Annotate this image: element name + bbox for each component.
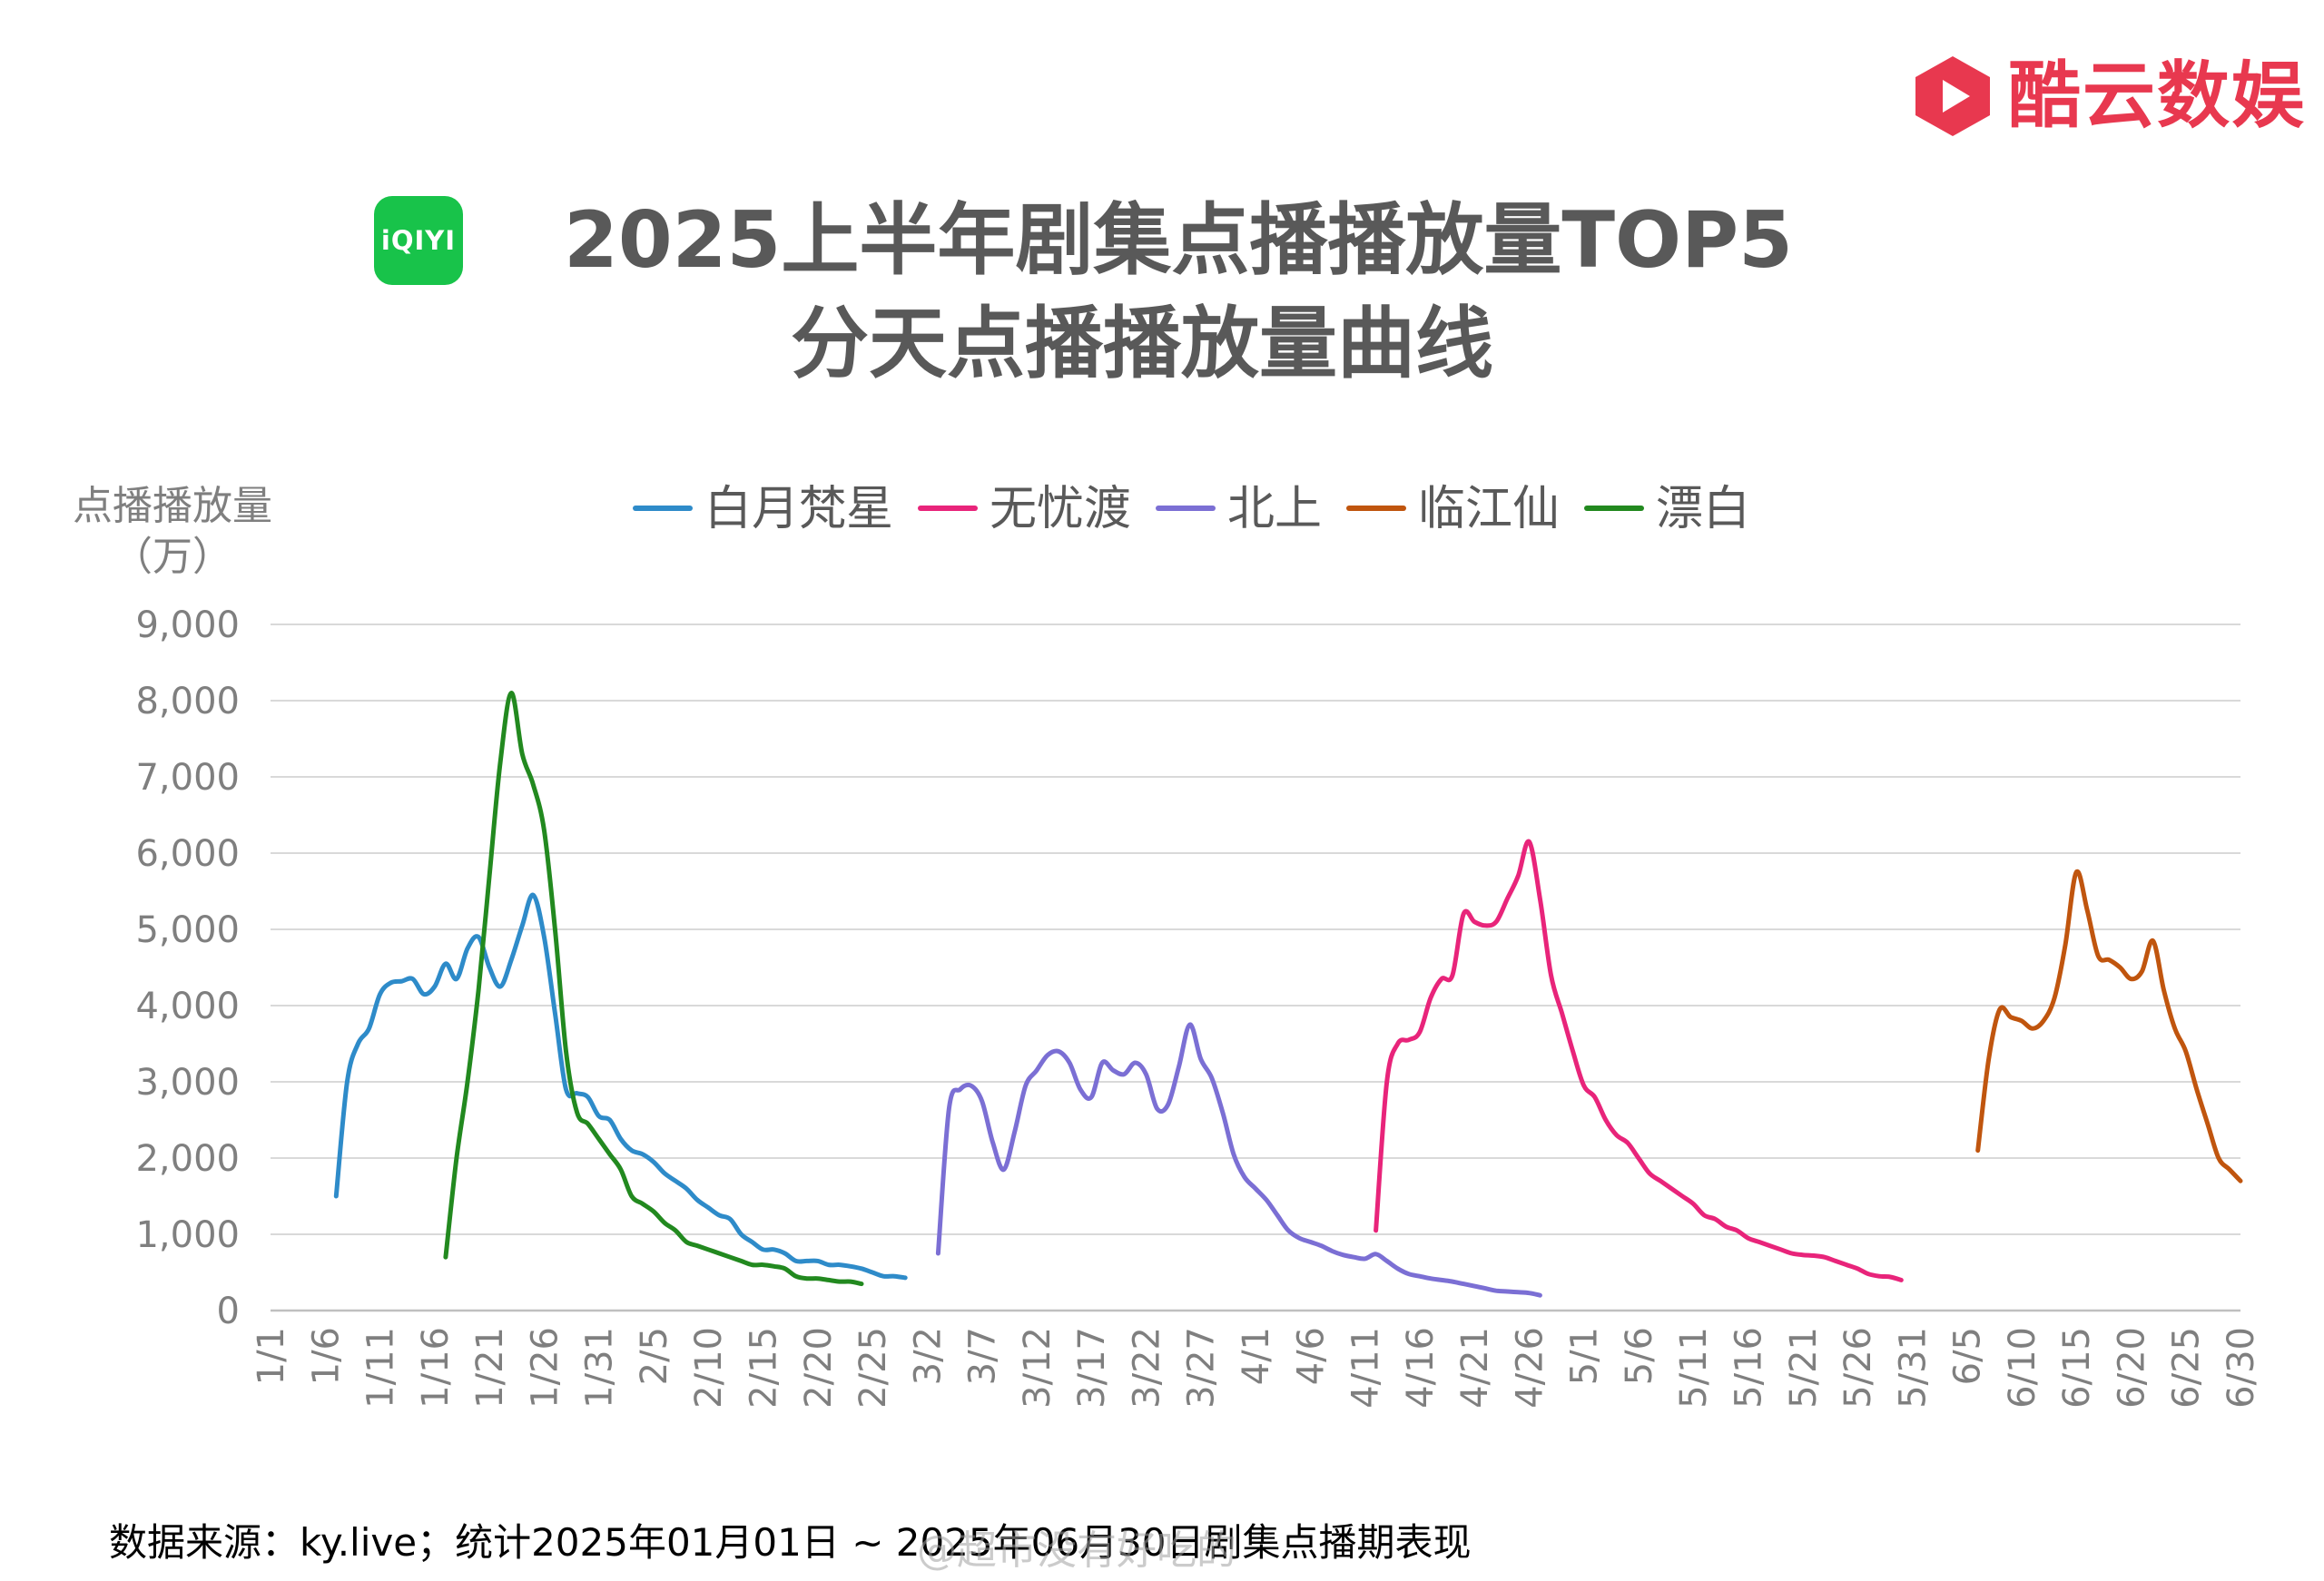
x-tick-label: 1/16 <box>415 1327 457 1409</box>
watermark: @超市没有好吃的 <box>917 1527 1236 1574</box>
grid-lines <box>271 624 2240 1312</box>
y-tick-label: 4,000 <box>135 986 240 1027</box>
x-tick-label: 5/11 <box>1673 1327 1715 1409</box>
kuyun-logo-icon <box>1915 56 1990 136</box>
iqiyi-logo: iQIYI <box>374 196 463 285</box>
x-tick-label: 1/21 <box>469 1327 511 1409</box>
brand-logo: 酷云数娱 <box>1914 54 2306 138</box>
x-tick-label: 3/7 <box>962 1327 1004 1385</box>
legend-label: 临江仙 <box>1418 482 1560 536</box>
legend-item: 无忧渡 <box>918 482 1131 536</box>
x-tick-label: 2/10 <box>688 1327 730 1409</box>
x-tick-label: 1/31 <box>579 1327 621 1409</box>
x-tick-label: 5/31 <box>1892 1327 1934 1409</box>
x-tick-label: 6/10 <box>2002 1327 2043 1409</box>
legend-item: 北上 <box>1156 482 1322 536</box>
y-tick-label: 8,000 <box>135 681 240 722</box>
legend: 白月梵星 无忧渡 北上 临江仙 漂白 <box>633 482 1750 536</box>
x-tick-label: 6/20 <box>2111 1327 2152 1409</box>
x-tick-label: 5/21 <box>1783 1327 1825 1409</box>
x-tick-label: 6/25 <box>2166 1327 2208 1409</box>
x-tick-label: 3/2 <box>907 1327 949 1385</box>
legend-label: 无忧渡 <box>990 482 1131 536</box>
x-tick-label: 5/1 <box>1564 1327 1606 1385</box>
x-tick-label: 4/16 <box>1400 1327 1442 1409</box>
series-line-漂白 <box>443 691 864 1287</box>
series-line-临江仙 <box>1975 869 2243 1183</box>
x-tick-label: 3/22 <box>1126 1327 1167 1409</box>
x-tick-label: 2/20 <box>798 1327 840 1409</box>
x-axis-ticks: 1/1 1/6 1/11 1/16 1/21 1/26 1/31 2/5 2/10 2/15 2/2… <box>251 1327 2262 1409</box>
y-axis-title-line1: 点播播放量 <box>73 483 272 529</box>
series-line-无忧渡 <box>1374 839 1904 1282</box>
y-tick-label: 0 <box>217 1291 240 1332</box>
x-tick-label: 4/26 <box>1509 1327 1551 1409</box>
x-tick-label: 3/12 <box>1017 1327 1059 1409</box>
x-tick-label: 2/5 <box>634 1327 675 1385</box>
y-tick-label: 9,000 <box>135 604 240 646</box>
x-tick-label: 5/6 <box>1619 1327 1660 1385</box>
y-axis-title-line2: （万） <box>113 534 232 580</box>
x-tick-label: 5/26 <box>1837 1327 1879 1409</box>
y-axis-ticks: 0 1,000 2,000 3,000 4,000 5,000 6,000 7,000 8,00… <box>135 604 240 1332</box>
x-tick-label: 6/5 <box>1947 1327 1989 1385</box>
y-tick-label: 1,000 <box>135 1214 240 1256</box>
brand-name: 酷云数娱 <box>2008 54 2306 138</box>
chart-title: 2025上半年剧集点播播放量TOP5 <box>564 195 1793 286</box>
legend-label: 漂白 <box>1656 482 1750 536</box>
series-line-北上 <box>935 1022 1542 1298</box>
x-tick-label: 1/1 <box>251 1327 292 1385</box>
y-tick-label: 2,000 <box>135 1138 240 1180</box>
x-tick-label: 1/26 <box>524 1327 566 1409</box>
x-tick-label: 4/6 <box>1290 1327 1332 1385</box>
y-axis-title: 点播播放量 （万） <box>54 481 290 583</box>
legend-item: 临江仙 <box>1346 482 1560 536</box>
x-tick-label: 4/21 <box>1454 1327 1496 1409</box>
legend-item: 漂白 <box>1584 482 1750 536</box>
y-tick-label: 5,000 <box>135 909 240 951</box>
legend-item: 白月梵星 <box>633 482 893 536</box>
x-tick-label: 1/6 <box>305 1327 347 1385</box>
y-tick-label: 7,000 <box>135 757 240 799</box>
x-tick-label: 6/30 <box>2221 1327 2262 1409</box>
iqiyi-logo-text: iQIYI <box>380 225 457 256</box>
legend-label: 北上 <box>1227 482 1322 536</box>
x-tick-label: 5/16 <box>1728 1327 1770 1409</box>
chart-subtitle: 分天点播播放量曲线 <box>791 299 1493 389</box>
y-tick-label: 6,000 <box>135 833 240 875</box>
x-tick-label: 4/11 <box>1345 1327 1387 1409</box>
x-tick-label: 1/11 <box>360 1327 402 1409</box>
legend-label: 白月梵星 <box>704 482 893 536</box>
x-tick-label: 2/25 <box>852 1327 894 1409</box>
data-source-note: 数据来源：ky.live；统计2025年01月01日 ~ 2025年06月30日… <box>109 1520 1472 1565</box>
series-lines <box>333 691 2243 1298</box>
x-tick-label: 2/15 <box>743 1327 785 1409</box>
x-tick-label: 3/27 <box>1181 1327 1223 1409</box>
x-tick-label: 4/1 <box>1236 1327 1277 1385</box>
x-tick-label: 3/17 <box>1071 1327 1113 1409</box>
series-line-白月梵星 <box>333 892 908 1281</box>
x-tick-label: 6/15 <box>2056 1327 2098 1409</box>
y-tick-label: 3,000 <box>135 1062 240 1104</box>
